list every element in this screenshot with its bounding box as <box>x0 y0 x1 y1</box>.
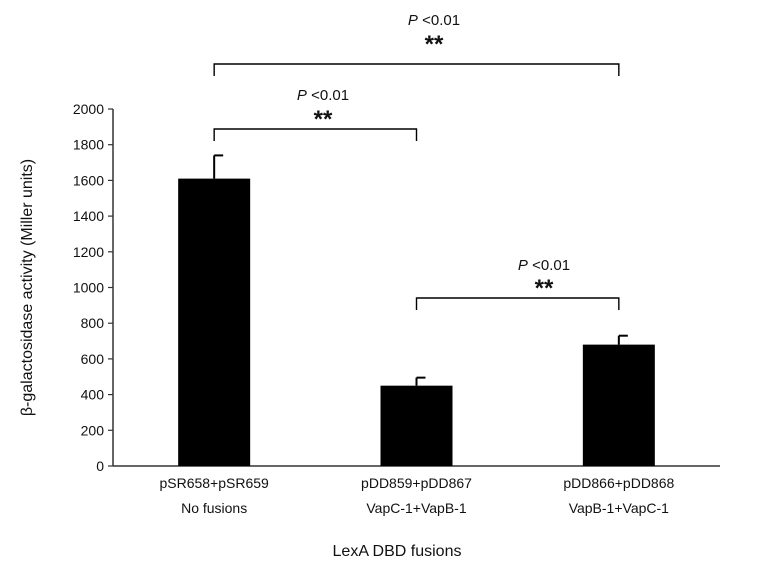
p-value-label: P <0.01 <box>297 87 349 104</box>
y-tick-label: 0 <box>96 458 104 474</box>
y-tick-label: 1600 <box>73 172 104 188</box>
y-tick-label: 200 <box>81 422 105 438</box>
category-labels: pSR658+pSR659 No fusions pDD859+pDD867 VapC… <box>159 475 674 516</box>
category-sublabel: VapB-1+VapC-1 <box>569 500 669 516</box>
significance-stars: ** <box>314 106 333 133</box>
category-label: pSR658+pSR659 <box>159 475 269 491</box>
category-sublabel: No fusions <box>181 500 247 516</box>
y-tick-label: 2000 <box>73 101 104 117</box>
significance-bracket <box>213 128 418 141</box>
p-value-label: P <0.01 <box>518 257 570 274</box>
y-axis-label: β-galactosidase activity (Miller units) <box>19 159 36 416</box>
y-tick-label: 1200 <box>73 244 104 260</box>
bar <box>178 178 251 467</box>
p-value-label: P <0.01 <box>408 12 460 29</box>
significance-bracket <box>415 297 620 310</box>
significance-bracket <box>213 63 620 76</box>
y-tick-label: 1000 <box>73 280 104 296</box>
y-tick-label: 400 <box>81 387 105 403</box>
y-tick-label: 1800 <box>73 137 104 153</box>
significance-stars: ** <box>535 275 554 302</box>
category-label: pDD859+pDD867 <box>361 475 472 491</box>
error-bars-group <box>213 154 628 386</box>
bar <box>380 385 453 466</box>
bar <box>582 344 655 466</box>
y-axis-ticks: 0 200 400 600 800 1000 1200 1400 1600 1800 2000 <box>73 101 113 474</box>
category-label: pDD866+pDD868 <box>563 475 674 491</box>
y-tick-label: 1400 <box>73 208 104 224</box>
x-axis-label: LexA DBD fusions <box>333 543 462 560</box>
significance-stars: ** <box>425 31 444 58</box>
category-sublabel: VapC-1+VapB-1 <box>366 500 466 516</box>
y-tick-label: 600 <box>81 351 105 367</box>
significance-brackets: P <0.01**P <0.01**P <0.01** <box>213 12 620 310</box>
bars-group <box>178 178 655 467</box>
y-tick-label: 800 <box>81 315 105 331</box>
